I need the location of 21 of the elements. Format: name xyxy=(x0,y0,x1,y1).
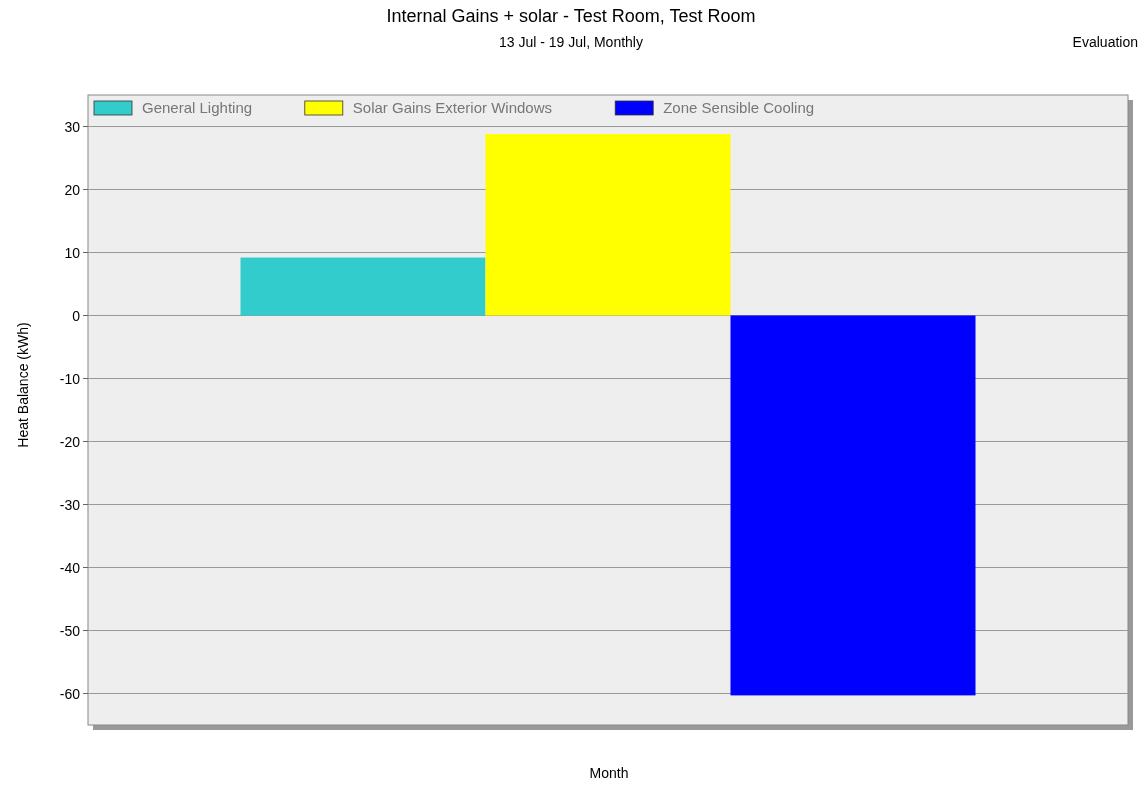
legend-label: Zone Sensible Cooling xyxy=(663,99,815,116)
y-tick-label: -20 xyxy=(59,433,81,450)
bar xyxy=(730,315,976,696)
y-tick-label: 10 xyxy=(64,244,81,261)
chart-subtitle: 13 Jul - 19 Jul, Monthly xyxy=(499,34,643,50)
text: Evaluation xyxy=(1072,34,1138,50)
y-tick-label: -60 xyxy=(59,685,81,702)
chart-title: Internal Gains + solar - Test Room, Test Room xyxy=(386,6,756,26)
legend-label: General Lighting xyxy=(142,99,253,116)
y-tick-label: 30 xyxy=(64,118,81,135)
y-tick-label: 20 xyxy=(64,181,81,198)
x-axis-title: Month xyxy=(589,765,629,781)
y-tick-label: -40 xyxy=(59,559,81,576)
y-axis-title: Heat Balance (kWh) xyxy=(15,322,31,448)
bar xyxy=(240,257,486,316)
y-tick-label: -50 xyxy=(59,622,81,639)
legend-label: Solar Gains Exterior Windows xyxy=(352,99,553,116)
y-tick-label: 0 xyxy=(72,307,81,324)
bar xyxy=(485,134,731,316)
y-tick-label: -10 xyxy=(59,370,81,387)
y-tick-label: -30 xyxy=(59,496,81,513)
